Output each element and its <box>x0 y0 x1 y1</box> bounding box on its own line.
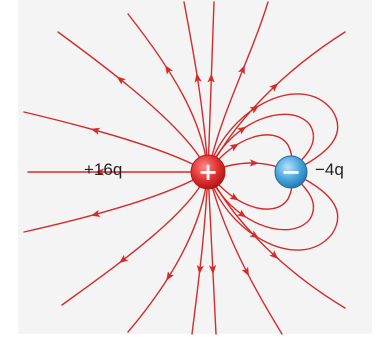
field-line-loop-bottom-outer <box>207 171 339 251</box>
negative-charge-sphere <box>274 155 308 189</box>
field-line-up-1-arrow <box>194 73 202 83</box>
field-line-down-1-arrow <box>196 264 204 275</box>
field-line-loop-top-outer-arrow <box>249 105 259 114</box>
field-line-loop-top-outer <box>207 93 339 173</box>
field-line-loop-top-mid-arrow <box>236 126 247 135</box>
field-line-down-2-arrow <box>209 265 217 275</box>
field-line-up-3-arrow <box>238 64 245 75</box>
field-line-down-3 <box>207 171 283 335</box>
field-line-down-right-arrow <box>269 250 279 259</box>
positive-charge: + <box>190 154 226 190</box>
field-line-loop-bottom-inner-arrow <box>229 192 239 201</box>
field-line-up-left <box>127 13 209 173</box>
field-line-direct-arrow <box>249 159 259 167</box>
field-line-loop-top-inner-arrow <box>229 143 239 152</box>
field-line-down-2 <box>207 171 217 335</box>
field-line-loop-bottom-mid <box>207 171 315 231</box>
negative-sign: − <box>281 158 301 186</box>
positive-charge-label: +16q <box>84 160 123 179</box>
field-line-loop-bottom-mid-arrow <box>236 209 247 218</box>
field-line-up-3 <box>207 1 269 173</box>
negative-charge-label: −4q <box>315 160 344 179</box>
field-line-down-3-arrow <box>241 266 249 277</box>
field-line-down-left-arrow <box>166 271 175 281</box>
field-line-loop-bottom-outer-arrow <box>249 230 259 239</box>
field-line-up-far-left <box>57 31 209 173</box>
field-line-down-far-left <box>61 171 209 306</box>
field-line-down-far-left-arrow <box>119 254 129 264</box>
field-line-left-2-arrow <box>95 168 104 176</box>
field-line-left-1-arrow <box>90 127 101 135</box>
field-line-up-2-arrow <box>207 73 215 83</box>
field-line-up-far-left-arrow <box>116 76 126 85</box>
positive-sign: + <box>198 158 218 186</box>
field-line-up-left-arrow <box>165 65 173 75</box>
field-line-left-3-arrow <box>90 209 101 217</box>
negative-charge: − <box>274 155 308 189</box>
field-line-up-1 <box>183 1 209 173</box>
positive-charge-sphere <box>190 154 226 190</box>
field-line-down-left <box>127 171 209 333</box>
field-line-up-right-arrow <box>269 83 279 92</box>
field-line-loop-top-mid <box>207 113 315 173</box>
field-line-left-3 <box>23 171 209 233</box>
field-line-down-1 <box>191 171 209 335</box>
field-line-up-2 <box>207 1 215 173</box>
